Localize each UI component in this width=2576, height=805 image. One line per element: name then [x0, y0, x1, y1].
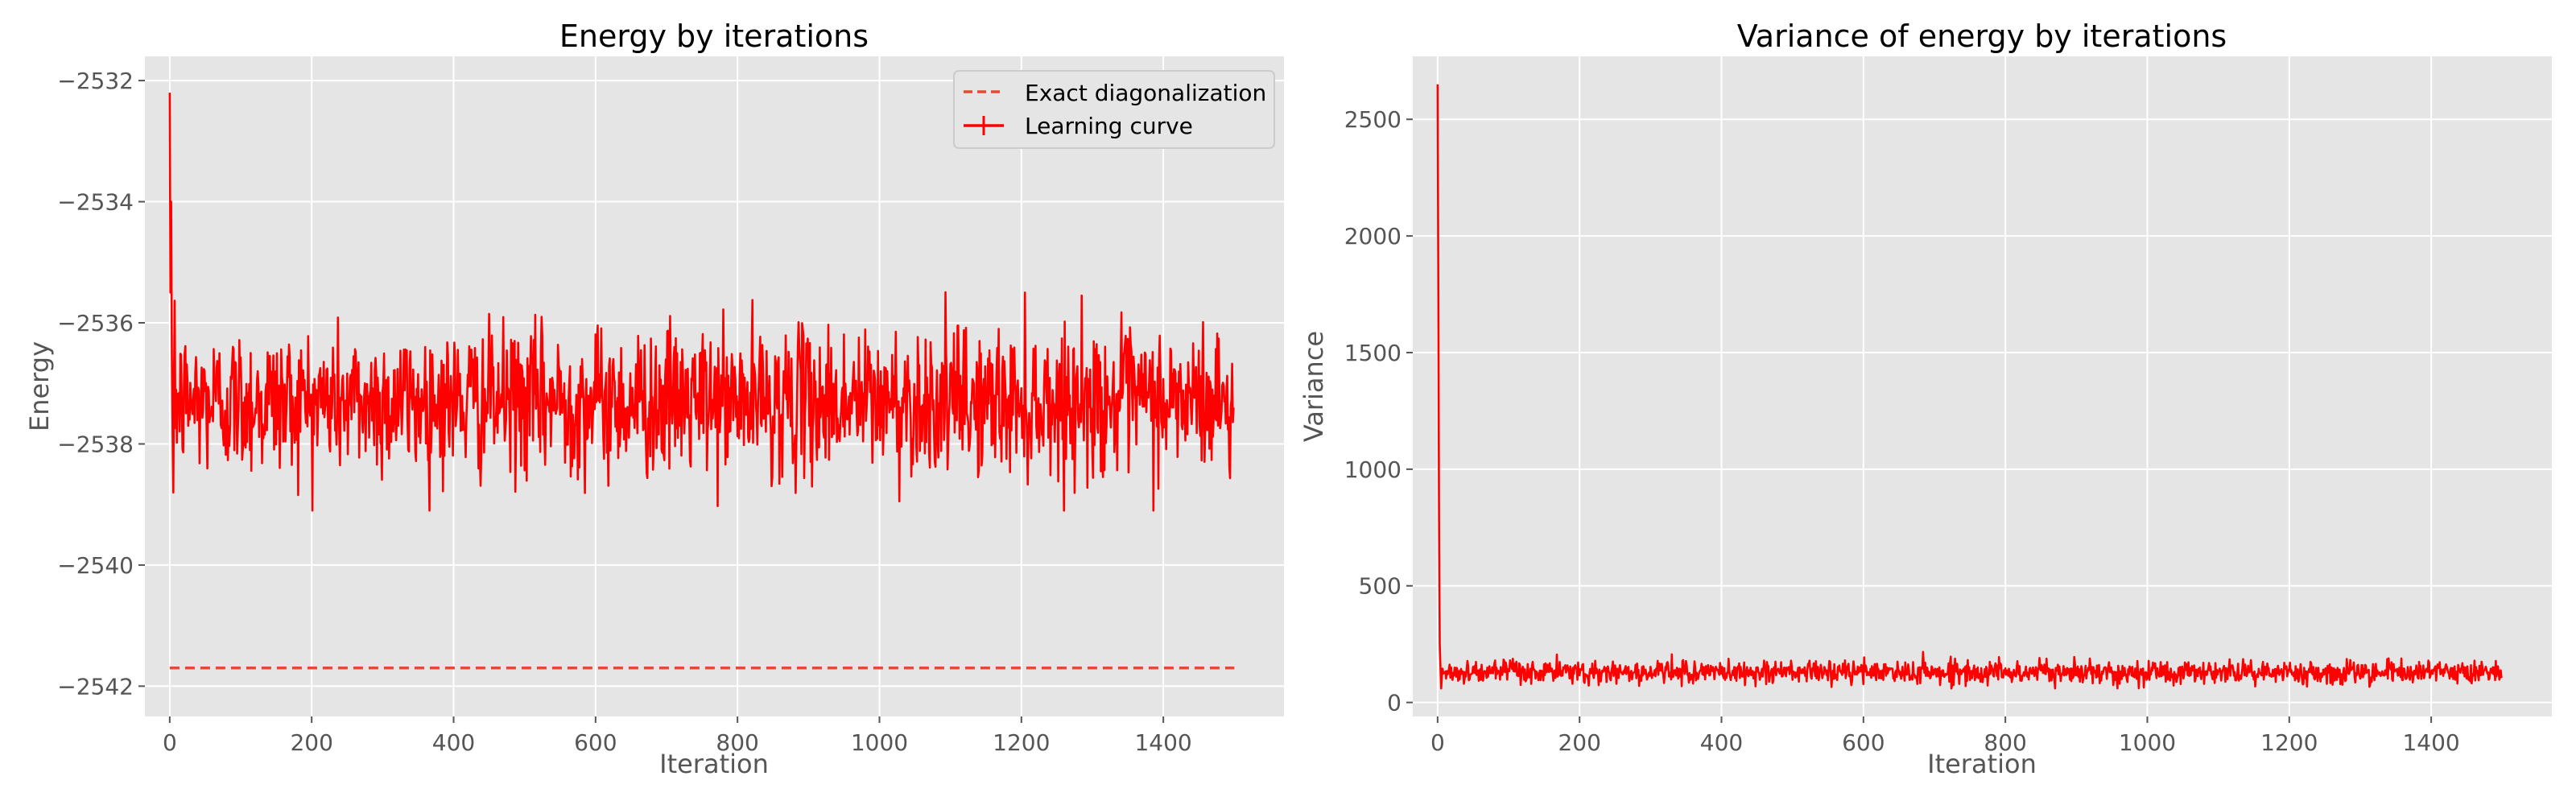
- variance-x-axis-label: Iteration: [1927, 749, 2037, 779]
- y-tick-label: 1500: [1344, 340, 1402, 366]
- y-tick-label: −2536: [57, 310, 134, 336]
- variance-y-axis-label: Variance: [1298, 331, 1329, 442]
- y-tick-label: 2500: [1344, 106, 1402, 133]
- x-tick-label: 200: [290, 729, 332, 756]
- x-tick-label: 600: [1842, 729, 1885, 756]
- y-tick-label: 1000: [1344, 456, 1402, 483]
- energy-y-axis-label: Energy: [24, 341, 55, 431]
- variance-chart: 0 200 400 600 800 1000 1200 1400 0 500 1000 1500 200…: [1298, 19, 2552, 779]
- legend-box: [953, 70, 1275, 149]
- x-tick-label: 400: [1700, 729, 1743, 756]
- x-tick-label: 1200: [2260, 729, 2318, 756]
- energy-ticks: 0 200 400 600 800 1000 1200 1400 −2542 −2540 −2538…: [57, 68, 1191, 756]
- x-tick-label: 1000: [851, 729, 908, 756]
- x-tick-label: 0: [163, 729, 177, 756]
- variance-grid: [1413, 56, 2552, 716]
- y-tick-label: −2532: [57, 68, 134, 94]
- x-tick-label: 400: [432, 729, 475, 756]
- energy-series: [168, 93, 1235, 670]
- energy-chart: 0 200 400 600 800 1000 1200 1400 −2542 −2540 −2538…: [24, 19, 1284, 779]
- x-tick-label: 800: [1984, 729, 2026, 756]
- legend-learning-label: Learning curve: [1025, 113, 1193, 139]
- y-tick-label: −2538: [57, 431, 134, 457]
- x-tick-label: 1200: [993, 729, 1050, 756]
- variance-plot-area: [1413, 56, 2552, 716]
- y-tick-label: −2534: [57, 189, 134, 216]
- energy-x-axis-label: Iteration: [659, 749, 769, 779]
- x-tick-label: 200: [1558, 729, 1600, 756]
- x-tick-label: 600: [574, 729, 617, 756]
- x-tick-label: 0: [1430, 729, 1445, 756]
- y-tick-label: 2000: [1344, 223, 1402, 250]
- y-tick-label: −2540: [57, 552, 134, 579]
- variance-chart-title: Variance of energy by iterations: [1737, 19, 2227, 54]
- legend-exact-label: Exact diagonalization: [1025, 80, 1266, 106]
- learning-curve-line: [1436, 84, 2503, 690]
- y-tick-label: 0: [1387, 690, 1402, 716]
- y-tick-label: −2542: [57, 673, 134, 700]
- variance-series: [1436, 84, 2503, 690]
- energy-legend: Exact diagonalization Learning curve: [953, 70, 1275, 149]
- x-tick-label: 1000: [2119, 729, 2176, 756]
- x-tick-label: 800: [716, 729, 758, 756]
- variance-ticks: 0 200 400 600 800 1000 1200 1400 0 500 1000 1500 200…: [1344, 106, 2460, 756]
- energy-chart-title: Energy by iterations: [559, 19, 869, 54]
- learning-curve-line: [168, 93, 1235, 512]
- x-tick-label: 1400: [2402, 729, 2459, 756]
- x-tick-label: 1400: [1134, 729, 1191, 756]
- y-tick-label: 500: [1359, 573, 1402, 600]
